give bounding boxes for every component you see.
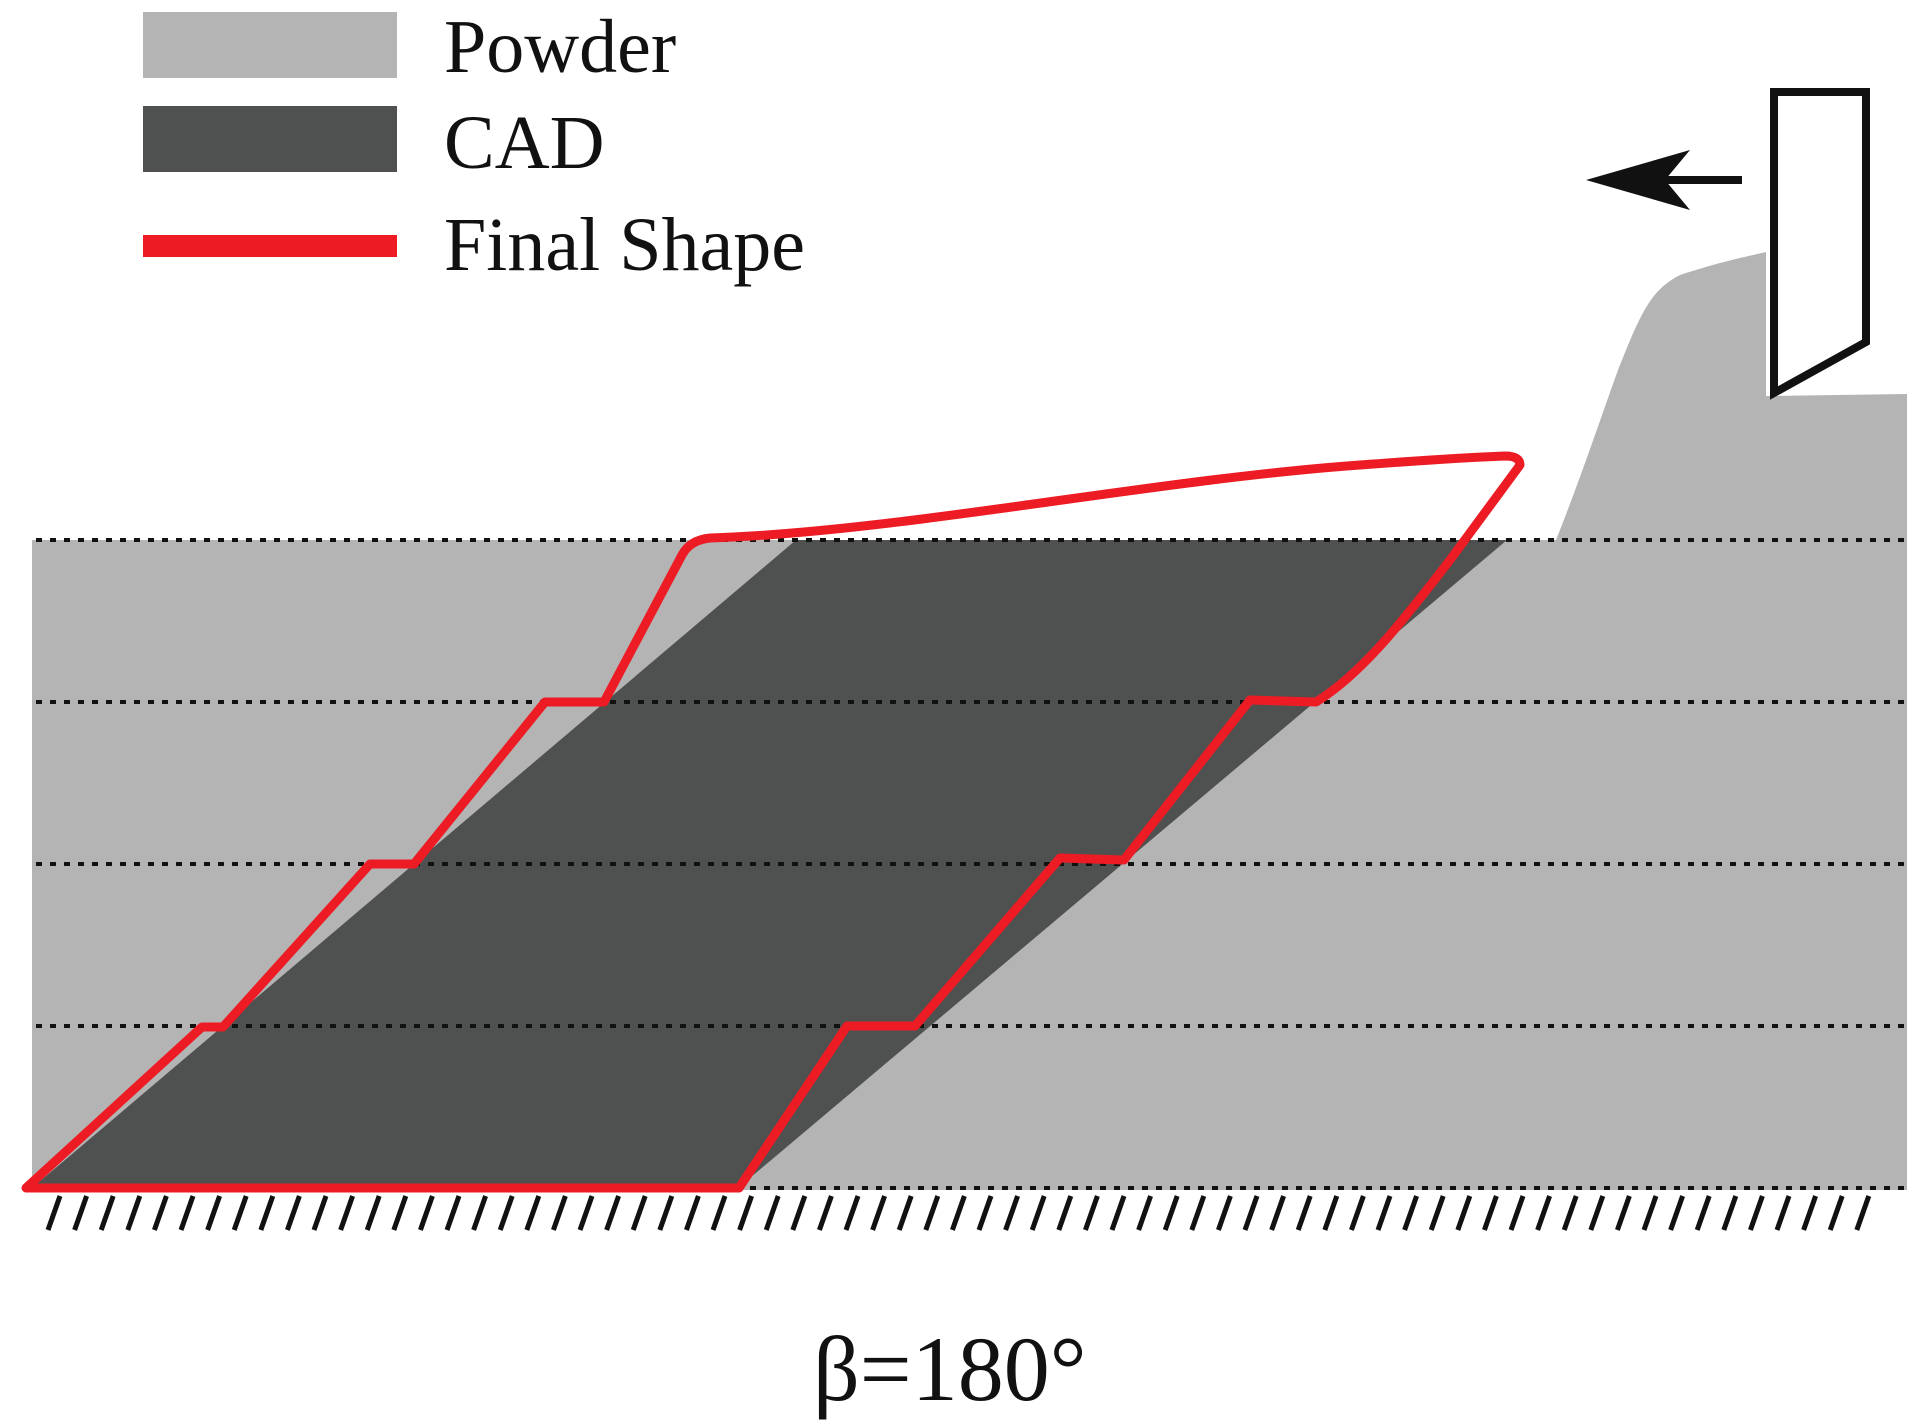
hatch-mark bbox=[896, 1195, 914, 1231]
hatch-mark bbox=[1615, 1195, 1632, 1231]
legend-label-powder: Powder bbox=[444, 5, 676, 89]
hatch-mark bbox=[1455, 1195, 1473, 1231]
hatch-mark bbox=[418, 1195, 435, 1231]
legend-label-final-shape: Final Shape bbox=[444, 203, 805, 287]
hatch-mark bbox=[231, 1195, 249, 1231]
hatch-mark bbox=[1694, 1195, 1712, 1231]
hatch-mark bbox=[125, 1195, 143, 1231]
hatch-mark bbox=[1136, 1195, 1153, 1231]
hatch-mark bbox=[205, 1195, 222, 1231]
hatch-mark bbox=[710, 1195, 728, 1231]
hatch-mark bbox=[1801, 1195, 1818, 1231]
hatch-mark bbox=[1109, 1195, 1127, 1231]
hatch-mark bbox=[577, 1195, 595, 1231]
angle-caption: β=180° bbox=[813, 1318, 1086, 1420]
hatch-mark bbox=[364, 1195, 382, 1231]
legend-swatch-cad bbox=[143, 106, 397, 172]
hatch-mark bbox=[1588, 1195, 1606, 1231]
hatch-mark bbox=[1535, 1195, 1552, 1231]
hatch-mark bbox=[178, 1195, 196, 1231]
hatch-mark bbox=[1774, 1195, 1792, 1231]
hatch-mark bbox=[45, 1195, 63, 1231]
hatch-mark bbox=[657, 1195, 675, 1231]
hatch-mark bbox=[630, 1195, 648, 1231]
hatch-mark bbox=[285, 1195, 302, 1231]
hatch-mark bbox=[1668, 1195, 1685, 1231]
hatch-mark bbox=[1641, 1195, 1659, 1231]
hatch-mark bbox=[817, 1195, 834, 1231]
hatch-mark bbox=[1242, 1195, 1260, 1231]
hatch-mark bbox=[1216, 1195, 1233, 1231]
hatch-mark bbox=[1295, 1195, 1313, 1231]
hatch-mark bbox=[98, 1195, 116, 1231]
hatch-mark bbox=[152, 1195, 169, 1231]
hatch-mark bbox=[1269, 1195, 1286, 1231]
hatch-mark bbox=[72, 1195, 89, 1231]
legend-label-cad: CAD bbox=[444, 101, 604, 185]
hatch-mark bbox=[950, 1195, 967, 1231]
build-plate-hatching bbox=[45, 1195, 1872, 1231]
hatch-mark bbox=[1322, 1195, 1340, 1231]
hatch-mark bbox=[311, 1195, 329, 1231]
hatch-mark bbox=[790, 1195, 808, 1231]
hatch-mark bbox=[684, 1195, 701, 1231]
hatch-mark bbox=[1003, 1195, 1020, 1231]
hatch-mark bbox=[1029, 1195, 1047, 1231]
hatch-mark bbox=[1748, 1195, 1765, 1231]
hatch-mark bbox=[1508, 1195, 1526, 1231]
hatch-mark bbox=[923, 1195, 941, 1231]
hatch-mark bbox=[1482, 1195, 1499, 1231]
hatch-mark bbox=[1375, 1195, 1393, 1231]
hatch-mark bbox=[1162, 1195, 1180, 1231]
hatch-mark bbox=[1083, 1195, 1100, 1231]
hatch-mark bbox=[444, 1195, 462, 1231]
recoater-blade-icon bbox=[1770, 88, 1870, 400]
legend-swatch-powder bbox=[143, 12, 397, 78]
hatch-mark bbox=[604, 1195, 621, 1231]
hatch-mark bbox=[471, 1195, 488, 1231]
hatch-mark bbox=[497, 1195, 515, 1231]
hatch-mark bbox=[1189, 1195, 1207, 1231]
hatch-mark bbox=[1854, 1195, 1872, 1231]
hatch-mark bbox=[1561, 1195, 1579, 1231]
hatch-mark bbox=[843, 1195, 861, 1231]
hatch-mark bbox=[524, 1195, 542, 1231]
hatch-mark bbox=[551, 1195, 568, 1231]
hatch-mark bbox=[1349, 1195, 1366, 1231]
hatch-mark bbox=[338, 1195, 355, 1231]
hatch-mark bbox=[258, 1195, 276, 1231]
final-shape-outline bbox=[21, 451, 1525, 1193]
hatch-mark bbox=[1428, 1195, 1446, 1231]
hatch-mark bbox=[1402, 1195, 1419, 1231]
hatch-mark bbox=[737, 1195, 754, 1231]
hatch-mark bbox=[1056, 1195, 1074, 1231]
hatch-mark bbox=[1827, 1195, 1845, 1231]
hatch-mark bbox=[976, 1195, 994, 1231]
left-arrow-icon bbox=[1586, 150, 1742, 210]
legend: Powder CAD Final Shape bbox=[143, 5, 805, 287]
hatch-mark bbox=[870, 1195, 887, 1231]
hatch-mark bbox=[391, 1195, 409, 1231]
hatch-mark bbox=[763, 1195, 781, 1231]
hatch-mark bbox=[1721, 1195, 1739, 1231]
